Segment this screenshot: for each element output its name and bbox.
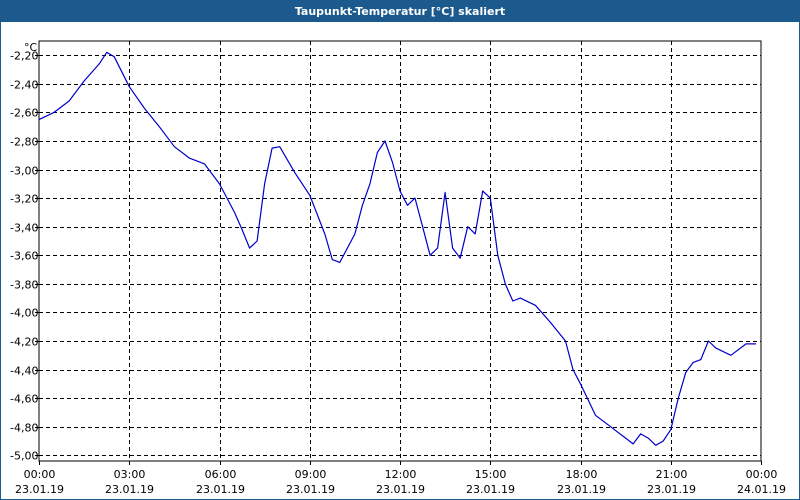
y-tick-label: -3,80 xyxy=(10,279,38,292)
x-tick-time-label: 18:00 xyxy=(566,468,598,481)
x-tick-date-label: 23.01.19 xyxy=(15,483,64,496)
x-tick-time-label: 09:00 xyxy=(295,468,327,481)
y-tick-label: -2,80 xyxy=(10,136,38,149)
x-tick-date-label: 23.01.19 xyxy=(105,483,154,496)
y-tick-label: -2,20 xyxy=(10,50,38,63)
grid-layer xyxy=(39,41,761,461)
x-tick-date-label: 23.01.19 xyxy=(286,483,335,496)
dewpoint-series-line xyxy=(38,51,756,446)
x-tick-time-label: 00:00 xyxy=(746,468,778,481)
x-tick-time-label: 00:00 xyxy=(24,468,56,481)
x-tick-time-label: 15:00 xyxy=(475,468,507,481)
y-tick-label: -3,20 xyxy=(10,193,38,206)
y-tick-label: -5,00 xyxy=(10,450,38,463)
x-tick-date-label: 23.01.19 xyxy=(196,483,245,496)
axis-layer: °C -2,20 -2,40 -2,60 -2,80 -3,00 -3,20 -3,40 -3… xyxy=(10,41,786,496)
x-tick-date-label: 23.01.19 xyxy=(647,483,696,496)
window-title: Taupunkt-Temperatur [°C] skaliert xyxy=(1,1,799,22)
dewpoint-line-chart: °C -2,20 -2,40 -2,60 -2,80 -3,00 -3,20 -3,40 -3… xyxy=(10,40,786,496)
y-tick-label: -4,40 xyxy=(10,365,38,378)
y-tick-label: -3,00 xyxy=(10,165,38,178)
y-tick-label: -3,40 xyxy=(10,222,38,235)
y-tick-label: -2,40 xyxy=(10,79,38,92)
y-tick-label: -4,80 xyxy=(10,422,38,435)
y-axis-unit-label: °C xyxy=(24,41,38,54)
x-tick-date-label: 23.01.19 xyxy=(557,483,606,496)
x-tick-date-label: 23.01.19 xyxy=(466,483,515,496)
series-layer xyxy=(38,51,756,446)
y-tick-label: -3,60 xyxy=(10,250,38,263)
y-tick-label: -4,60 xyxy=(10,393,38,406)
x-tick-time-label: 03:00 xyxy=(114,468,146,481)
y-tick-label: -2,60 xyxy=(10,107,38,120)
x-tick-time-label: 12:00 xyxy=(385,468,417,481)
y-tick-label: -4,20 xyxy=(10,336,38,349)
x-tick-time-label: 06:00 xyxy=(205,468,237,481)
x-tick-time-label: 21:00 xyxy=(656,468,688,481)
x-tick-date-label: 24.01.19 xyxy=(737,483,786,496)
y-tick-label: -4,00 xyxy=(10,307,38,320)
x-tick-date-label: 23.01.19 xyxy=(376,483,425,496)
